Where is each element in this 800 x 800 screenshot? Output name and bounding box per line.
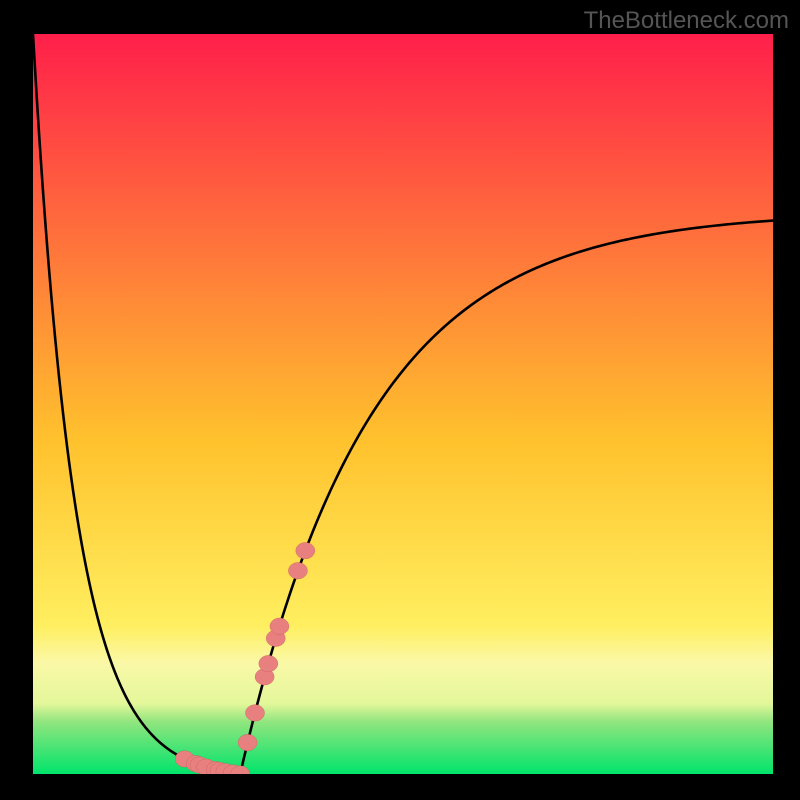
watermark-text: TheBottleneck.com — [584, 7, 789, 35]
data-marker — [246, 705, 265, 721]
data-marker — [259, 655, 278, 671]
data-marker — [270, 618, 289, 634]
data-marker — [238, 734, 257, 750]
chart-stage: { "watermark": { "text": "TheBottleneck.… — [0, 0, 800, 800]
data-marker — [288, 563, 307, 579]
plot-background — [33, 34, 773, 774]
bottleneck-chart — [0, 0, 800, 800]
data-marker — [296, 542, 315, 558]
